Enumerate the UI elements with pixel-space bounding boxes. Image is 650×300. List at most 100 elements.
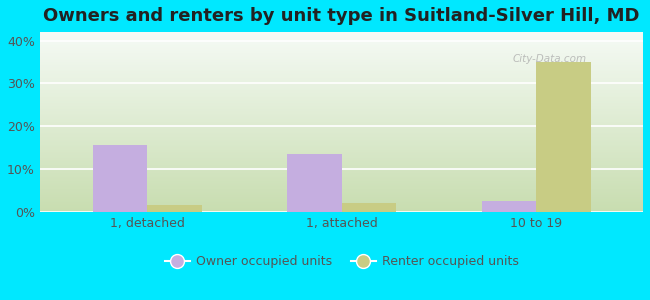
Bar <box>0 114 650 115</box>
Bar <box>0 188 650 189</box>
Bar <box>0 159 650 160</box>
Bar <box>0 195 650 196</box>
Bar <box>0 199 650 200</box>
Bar <box>0 169 650 170</box>
Bar <box>0 112 650 113</box>
Bar <box>0 205 650 206</box>
Bar <box>0 167 650 168</box>
Bar <box>0 187 650 188</box>
Title: Owners and renters by unit type in Suitland-Silver Hill, MD: Owners and renters by unit type in Suitl… <box>44 7 640 25</box>
Bar <box>0 146 650 147</box>
Bar <box>0 108 650 109</box>
Bar <box>0 100 650 101</box>
Bar <box>0 203 650 204</box>
Bar <box>0 144 650 145</box>
Bar <box>0 138 650 139</box>
Bar <box>0 102 650 103</box>
Bar <box>0 118 650 119</box>
Bar <box>0 190 650 191</box>
Bar <box>0 34 650 35</box>
Bar <box>0 76 650 77</box>
Bar <box>0 71 650 72</box>
Bar <box>0 166 650 167</box>
Bar <box>0 175 650 176</box>
Bar <box>0 200 650 201</box>
Bar <box>0 152 650 153</box>
Bar <box>0 57 650 58</box>
Bar <box>0 66 650 67</box>
Bar <box>0 140 650 141</box>
Bar <box>0 50 650 51</box>
Bar <box>0 97 650 98</box>
Bar <box>0 113 650 114</box>
Bar <box>0 211 650 212</box>
Bar <box>0 154 650 155</box>
Bar <box>0 183 650 184</box>
Bar <box>0 96 650 97</box>
Bar <box>0 202 650 203</box>
Bar <box>0 43 650 44</box>
Bar <box>0 87 650 88</box>
Bar <box>0 105 650 106</box>
Bar <box>0 181 650 182</box>
Bar <box>0 103 650 104</box>
Bar <box>0 116 650 117</box>
Bar <box>0 129 650 130</box>
Bar <box>0 40 650 41</box>
Bar <box>0 126 650 127</box>
Bar <box>0 117 650 118</box>
Bar <box>482 201 536 212</box>
Bar <box>0 158 650 159</box>
Bar <box>0 78 650 79</box>
Bar <box>0 149 650 150</box>
Bar <box>0 35 650 36</box>
Bar <box>0 196 650 197</box>
Bar <box>0 145 650 146</box>
Bar <box>0 147 650 148</box>
Bar <box>0 120 650 121</box>
Bar <box>0 95 650 96</box>
Bar <box>0 209 650 210</box>
Bar <box>0 160 650 161</box>
Bar <box>0 194 650 195</box>
Bar <box>0 63 650 64</box>
Bar <box>0 134 650 135</box>
Bar <box>0 130 650 131</box>
Bar <box>0 150 650 151</box>
Bar <box>0 81 650 82</box>
Bar <box>0 32 650 33</box>
Bar <box>0 64 650 65</box>
Legend: Owner occupied units, Renter occupied units: Owner occupied units, Renter occupied un… <box>160 250 524 274</box>
Bar <box>0 99 650 100</box>
Bar <box>0 179 650 180</box>
Bar <box>0 74 650 75</box>
Bar <box>0 45 650 46</box>
Bar <box>0 107 650 108</box>
Bar <box>148 205 202 212</box>
Bar <box>0 192 650 193</box>
Bar <box>0 185 650 186</box>
Bar <box>536 62 591 212</box>
Bar <box>0 119 650 120</box>
Bar <box>0 191 650 192</box>
Bar <box>0 49 650 50</box>
Bar <box>0 52 650 53</box>
Bar <box>0 173 650 174</box>
Text: City-Data.com: City-Data.com <box>513 54 587 64</box>
Bar <box>0 91 650 92</box>
Bar <box>0 55 650 56</box>
Bar <box>0 72 650 73</box>
Bar <box>0 86 650 87</box>
Bar <box>0 60 650 61</box>
Bar <box>0 82 650 83</box>
Bar <box>0 106 650 107</box>
Bar <box>0 143 650 144</box>
Bar <box>93 145 148 212</box>
Bar <box>0 182 650 183</box>
Bar <box>0 111 650 112</box>
Bar <box>0 127 650 128</box>
Bar <box>0 189 650 190</box>
Bar <box>0 73 650 74</box>
Bar <box>0 184 650 185</box>
Bar <box>0 98 650 99</box>
